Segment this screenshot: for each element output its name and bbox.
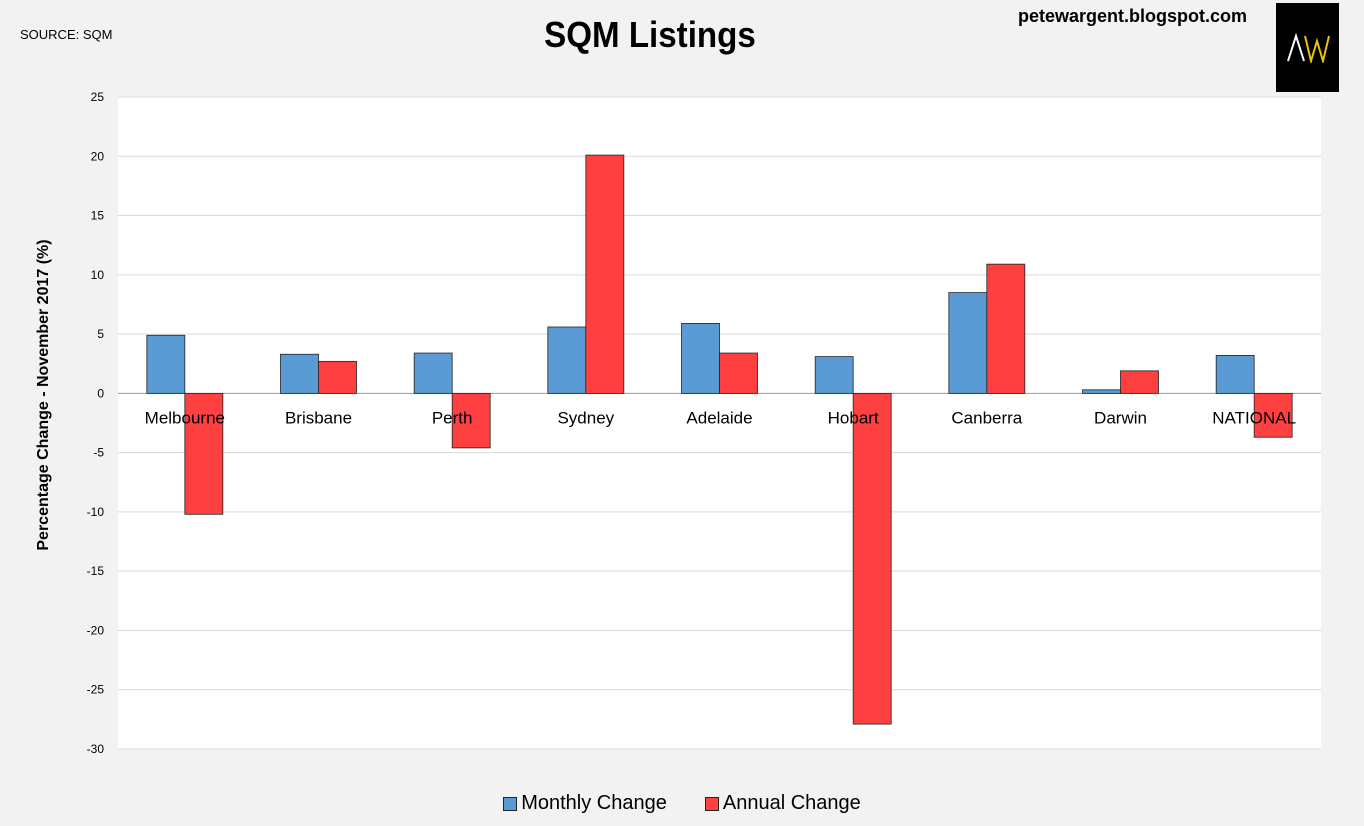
y-tick-label: 15 xyxy=(91,209,105,223)
y-tick-labels: 25 20 15 10 5 0 -5 -10 -15 -20 -25 -30 xyxy=(87,90,105,756)
bar-annual-canberra xyxy=(986,263,1026,394)
bar-monthly-hobart xyxy=(814,356,854,394)
bar-chart: 25 20 15 10 5 0 -5 -10 -15 -20 -25 -30 Melbourne Bri… xyxy=(35,90,1321,756)
bar-monthly-brisbane xyxy=(280,353,319,394)
category-label: Canberra xyxy=(951,408,1022,427)
aw-logo-icon xyxy=(1276,3,1339,92)
y-tick-label: 5 xyxy=(97,327,104,341)
y-tick-label: -15 xyxy=(87,564,105,578)
source-label: SOURCE: SQM xyxy=(20,27,113,42)
bar-monthly-perth xyxy=(413,352,453,394)
y-tick-label: -20 xyxy=(87,623,105,637)
category-label: Adelaide xyxy=(686,408,752,427)
legend-label-monthly: Monthly Change xyxy=(521,792,667,814)
category-label: Perth xyxy=(432,408,473,427)
bar-annual-adelaide xyxy=(719,352,758,394)
bar-annual-national xyxy=(1253,392,1293,438)
plot-area xyxy=(118,97,1321,749)
y-tick-label: 0 xyxy=(97,386,104,400)
bar-annual-melbourne xyxy=(184,392,224,515)
y-tick-label: -25 xyxy=(87,683,105,697)
y-tick-label: 20 xyxy=(91,149,105,163)
legend-item-annual: Annual Change xyxy=(704,792,861,815)
bar-annual-brisbane xyxy=(318,360,357,394)
chart-title: SQM Listings xyxy=(544,14,756,55)
category-label: Brisbane xyxy=(285,408,352,427)
y-tick-label: 25 xyxy=(91,90,105,104)
bar-annual-darwin xyxy=(1120,370,1159,394)
bar-monthly-national xyxy=(1215,355,1255,394)
bar-annual-hobart xyxy=(852,392,892,725)
legend-swatch-annual xyxy=(704,796,719,811)
legend-item-monthly: Monthly Change xyxy=(503,792,667,815)
y-tick-label: -30 xyxy=(87,742,105,756)
y-tick-label: -5 xyxy=(93,446,104,460)
y-tick-label: -10 xyxy=(87,505,105,519)
y-axis-label: Percentage Change - November 2017 (%) xyxy=(35,239,52,550)
category-label: Melbourne xyxy=(145,408,225,427)
bar-monthly-adelaide xyxy=(681,323,720,394)
category-label: Hobart xyxy=(828,408,879,427)
bar-monthly-sydney xyxy=(547,326,587,394)
site-url: petewargent.blogspot.com xyxy=(1018,6,1248,26)
bar-monthly-canberra xyxy=(948,292,988,394)
category-label: Darwin xyxy=(1094,408,1147,427)
bar-annual-perth xyxy=(451,392,491,449)
y-tick-label: 10 xyxy=(91,268,105,282)
legend-swatch-monthly xyxy=(503,796,518,811)
legend: Monthly Change Annual Change xyxy=(0,792,1364,815)
category-label: NATIONAL xyxy=(1212,408,1296,427)
category-labels: Melbourne Brisbane Perth Sydney Adelaide Hoba… xyxy=(145,408,1296,427)
bars xyxy=(146,154,1293,725)
bar-annual-sydney xyxy=(585,154,625,394)
bar-monthly-darwin xyxy=(1082,389,1121,394)
legend-label-annual: Annual Change xyxy=(722,792,861,814)
bar-monthly-melbourne xyxy=(146,334,186,394)
category-label: Sydney xyxy=(557,408,614,427)
